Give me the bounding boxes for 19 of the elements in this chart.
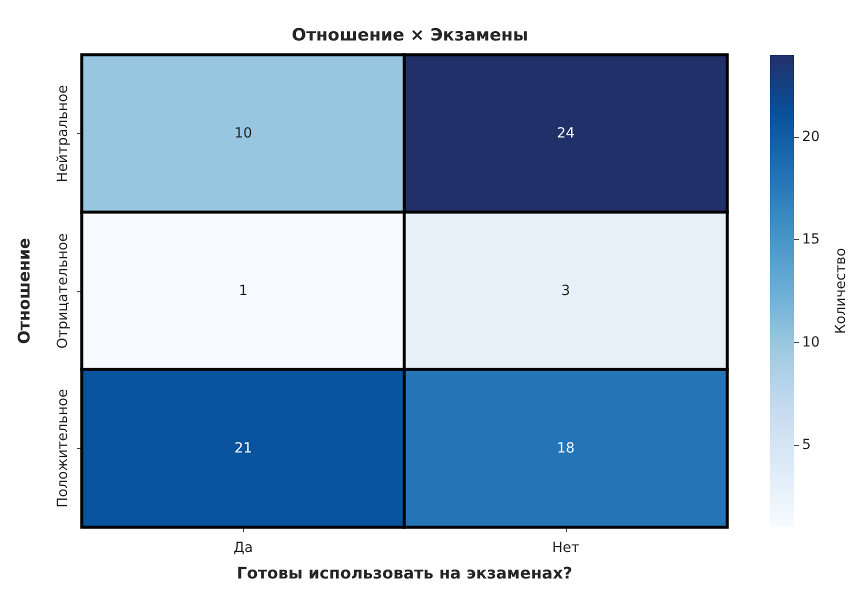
color-bar-label: 15 [802, 232, 820, 248]
data-label: 10 [234, 126, 252, 142]
color-bar-label: 5 [802, 436, 811, 453]
y-tick-label: Отрицательное [55, 233, 71, 349]
data-label: 1 [238, 283, 248, 299]
chart-title: Отношение × Экзамены [292, 26, 528, 46]
x-tick-label: Да [233, 540, 254, 556]
x-tick-label: Нет [552, 540, 580, 556]
data-label: 21 [234, 440, 252, 456]
x-axis-title: Готовы использовать на экзаменах? [236, 564, 572, 582]
color-bar-label: 10 [802, 334, 820, 350]
data-label: 24 [556, 126, 575, 142]
color-bar-label: 20 [802, 129, 820, 146]
y-tick-label: Положительное [55, 389, 71, 508]
data-label: 18 [556, 440, 575, 456]
color-bar-title: Количество [833, 248, 849, 334]
y-axis-title: Отношение [14, 238, 34, 344]
y-tick-label: Нейтральное [55, 84, 71, 182]
data-label: 3 [561, 283, 570, 299]
